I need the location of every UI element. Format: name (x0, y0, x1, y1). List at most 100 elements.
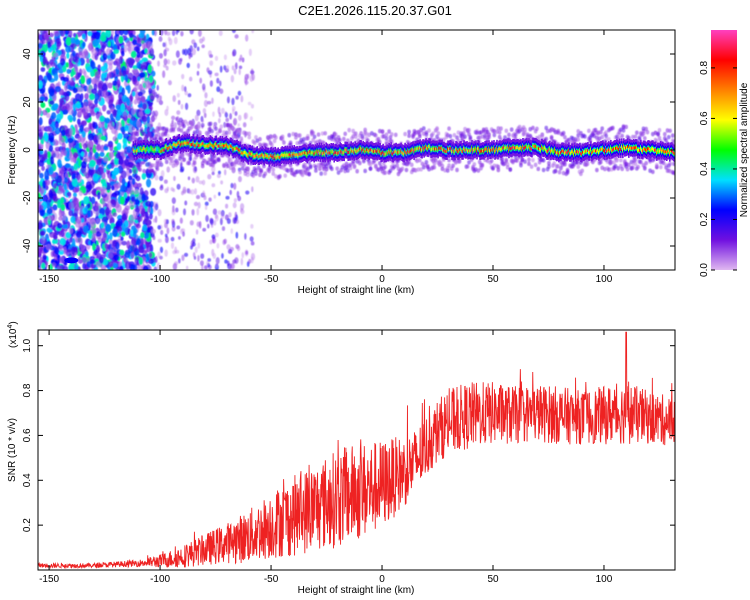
spectrogram-cell (80, 93, 84, 101)
spectrogram-cell (176, 110, 181, 115)
spectrogram-cell (121, 87, 125, 97)
spectrogram-cell (112, 212, 118, 217)
spectrogram-cell (216, 77, 220, 84)
spectrogram-cell (176, 183, 181, 190)
spectrogram-cell (187, 93, 192, 98)
spectrogram-cell (98, 120, 105, 128)
spectrogram-cell (153, 110, 159, 117)
spectrogram-cell (182, 186, 187, 194)
spectrogram-cell (208, 197, 212, 202)
spectrogram-cell (96, 158, 103, 166)
spectrogram-cell (230, 228, 233, 235)
spectrogram-cell (154, 91, 158, 98)
spectrogram-cell (176, 225, 181, 230)
spectrogram-cell (307, 172, 312, 177)
spectrogram-cell (136, 119, 141, 129)
spectrogram-cell (421, 126, 426, 131)
spectrogram-cell (234, 211, 238, 220)
spectrogram-cell (59, 237, 66, 246)
spectrogram-cell (145, 200, 152, 207)
spectrogram-cell (170, 236, 175, 242)
spectrogram-cell (149, 212, 153, 220)
spectrogram-cell (259, 168, 264, 173)
spectrogram-cell (219, 65, 223, 73)
spectrogram-cell (99, 115, 105, 123)
spectrogram-cell (82, 262, 87, 270)
spectrogram-cell (604, 133, 608, 139)
spectrogram-cell (141, 57, 148, 62)
spectrogram-cell (122, 70, 127, 77)
spectrogram-cell (38, 93, 42, 98)
spectrogram-cell (77, 174, 82, 184)
spectrogram-cell (74, 265, 79, 270)
spectrogram-cell (163, 218, 168, 225)
spectrogram-cell (159, 255, 163, 260)
spectrogram-cell (187, 176, 191, 181)
spectrogram-cell (81, 33, 86, 40)
spectrogram-cell (126, 146, 132, 154)
spectrogram-cell (70, 37, 76, 44)
spectrogram-cell (108, 120, 114, 130)
spectrogram-cell (448, 134, 453, 139)
spectrogram-cell (130, 116, 136, 121)
spectrogram-cell (100, 144, 105, 154)
spectrogram-cell (157, 60, 160, 67)
spectrogram-cell (111, 185, 115, 191)
spectrogram-cell (138, 167, 142, 172)
spectrogram-cell (86, 66, 93, 73)
spectrogram-cell (82, 143, 88, 150)
spectrogram-cell (118, 158, 124, 166)
spectrogram-cell (135, 132, 140, 137)
spectrogram-cell (585, 161, 590, 167)
spectrogram-cell (132, 68, 139, 78)
spectrogram-cell (75, 103, 82, 109)
spectrogram-cell (557, 170, 562, 175)
spectrogram-cell (214, 126, 218, 131)
spectrogram-cell (138, 257, 144, 266)
spectrogram-cell (58, 216, 63, 221)
spectrogram-cell (196, 70, 200, 76)
spectrogram-cell (150, 228, 156, 235)
spectrogram-cell (85, 154, 89, 163)
spectrogram-cell (226, 96, 230, 104)
spectrogram-cell (633, 134, 638, 139)
spectrogram-cell (180, 30, 184, 37)
spectrogram-cell (53, 231, 58, 241)
spectrogram-cell (73, 32, 77, 38)
figure-title: C2E1.2026.115.20.37.G01 (298, 3, 452, 18)
spectrogram-cell (107, 252, 114, 259)
spectrogram-cell (38, 129, 44, 138)
spectrogram-cell (65, 249, 72, 257)
spectrogram-cell (480, 162, 485, 168)
spectrogram-cell (150, 188, 157, 196)
spectrogram-cell (190, 122, 194, 127)
spectrogram-cell (563, 135, 567, 140)
spectrogram-cell (74, 38, 81, 45)
spectrogram-cell (138, 32, 145, 39)
spectrogram-cell (188, 52, 192, 60)
spectrogram-cell (54, 149, 60, 159)
spectrogram-cell (204, 201, 209, 206)
spectrogram-cell (138, 245, 145, 254)
spectrogram-cell (620, 133, 624, 139)
spectrogram-cell (87, 132, 94, 141)
spectrogram-cell (463, 134, 467, 139)
spectrogram-cell (600, 126, 604, 131)
spectrogram-cell (75, 142, 80, 150)
spectrogram-cell (407, 133, 411, 139)
spectrogram-cell (176, 93, 180, 98)
spectrogram-cell (424, 159, 429, 165)
spectrogram-cell (189, 220, 194, 226)
spectrogram-cell (197, 255, 200, 262)
spectrogram-cell (40, 262, 46, 270)
spectrogram-cell (170, 122, 174, 128)
spectrogram-cell (92, 243, 96, 251)
spectrogram-cell (209, 218, 214, 226)
spectrogram-cell (83, 101, 88, 109)
spectrogram-cell (63, 177, 69, 184)
spectrogram-cell (120, 184, 127, 193)
spectrogram-cell (122, 138, 127, 144)
spectrogram-cell (122, 111, 128, 118)
spectrogram-cell (141, 41, 146, 50)
